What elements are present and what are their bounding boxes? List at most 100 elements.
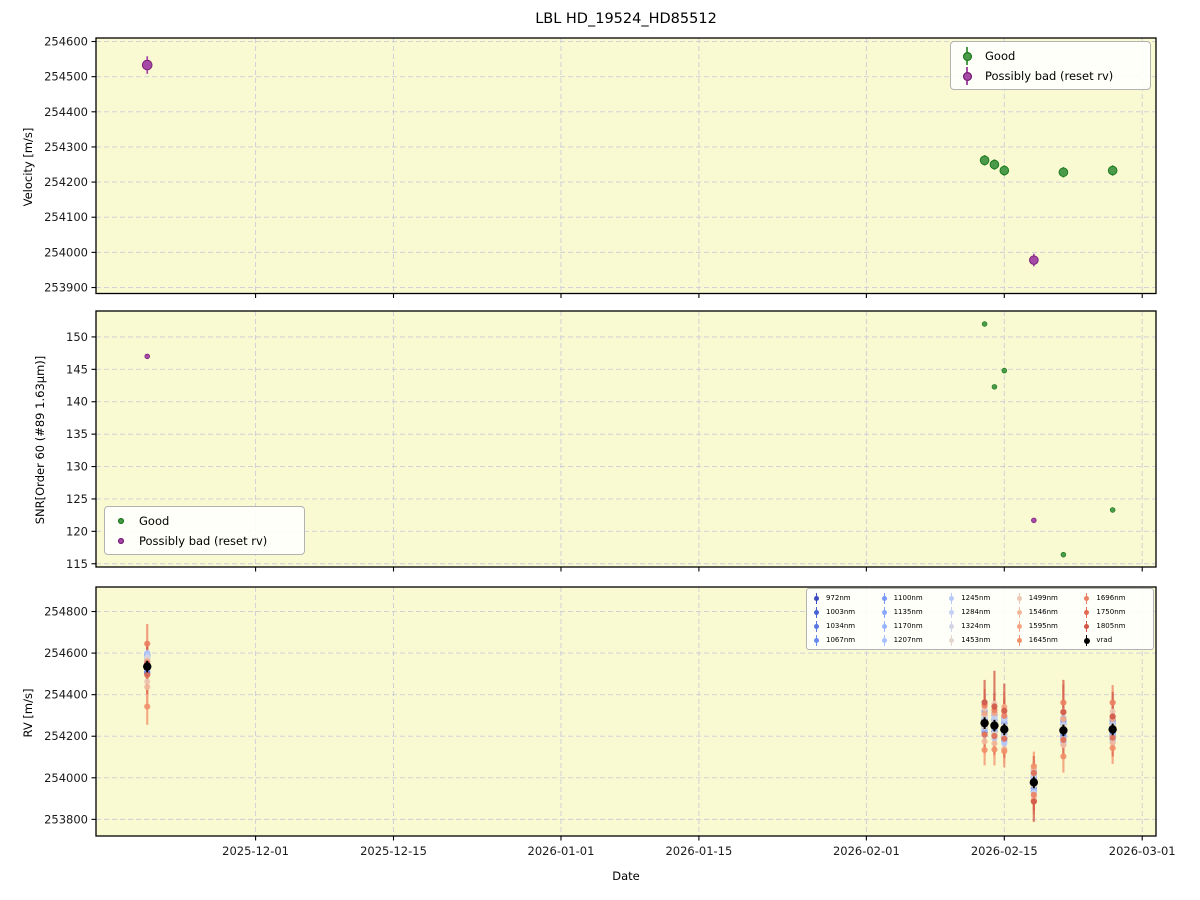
- wavelength-errorbar-icon: [881, 606, 888, 618]
- x-tick-label: 2025-12-15: [360, 844, 427, 858]
- velocity-legend: Good Possibly bad (reset rv): [950, 41, 1151, 90]
- snr-plot: 115 120 125 130 135 140 145 150: [66, 310, 1157, 572]
- vrad-point: [1000, 725, 1009, 734]
- legend-wavelength-label: 1750nm: [1096, 607, 1126, 616]
- rv-wavelength-point: [991, 740, 998, 747]
- velocity-point: [1058, 167, 1069, 178]
- vrad-errorbar-icon: [1083, 634, 1090, 646]
- rv-wavelength-point: [1109, 744, 1116, 752]
- x-tick-label: 2026-02-01: [833, 844, 900, 858]
- snr-point: [144, 353, 150, 360]
- legend-item-1750nm: 1750nm: [1083, 605, 1147, 619]
- velocity-point: [999, 165, 1010, 176]
- bad-errorbar-icon: [961, 66, 973, 86]
- legend-item-1034nm: 1034nm: [813, 619, 877, 633]
- rv-wavelength-point: [144, 640, 151, 647]
- rv-wavelength-point: [1030, 763, 1037, 770]
- wavelength-errorbar-icon: [813, 634, 820, 646]
- rv-wavelength-point: [1030, 798, 1037, 805]
- rv-wavelength-point: [981, 731, 988, 738]
- wavelength-errorbar-icon: [881, 620, 888, 632]
- rv-wavelength-point: [1001, 735, 1008, 742]
- y-tick-label: 135: [66, 427, 88, 441]
- legend-wavelength-label: 1067nm: [826, 635, 856, 644]
- rv-wavelength-point: [1109, 708, 1116, 715]
- y-tick-label: 254000: [44, 771, 88, 785]
- legend-item-972nm: 972nm: [813, 591, 877, 605]
- rv-wavelength-point: [981, 699, 988, 706]
- x-tick-label: 2026-03-01: [1109, 844, 1176, 858]
- legend-item-1067nm: 1067nm: [813, 633, 877, 647]
- wavelength-errorbar-icon: [881, 634, 888, 646]
- snr-point: [981, 321, 988, 327]
- wavelength-errorbar-icon: [881, 592, 888, 604]
- wavelength-errorbar-icon: [1016, 634, 1023, 646]
- wavelength-errorbar-icon: [813, 606, 820, 618]
- velocity-point: [1029, 255, 1039, 265]
- rv-wavelength-point: [1001, 740, 1008, 747]
- legend-bad-label: Possibly bad (reset rv): [985, 69, 1114, 83]
- legend-item-1499nm: 1499nm: [1016, 591, 1080, 605]
- velocity-point: [979, 155, 990, 166]
- vrad-point: [980, 718, 989, 728]
- y-tick-label: 115: [66, 557, 88, 571]
- y-tick-label: 150: [66, 330, 88, 344]
- snr-legend: Good Possibly bad (reset rv): [104, 506, 305, 555]
- rv-wavelength-point: [981, 738, 988, 745]
- wavelength-errorbar-icon: [813, 620, 820, 632]
- velocity-data-points: [141, 56, 1118, 267]
- wavelength-errorbar-icon: [1083, 620, 1090, 632]
- vrad-point: [143, 662, 152, 671]
- legend-wavelength-label: 1595nm: [1028, 621, 1058, 630]
- rv-wavelength-point: [1060, 699, 1067, 706]
- wavelength-errorbar-icon: [1016, 620, 1023, 632]
- x-tick-label: 2026-01-01: [528, 844, 595, 858]
- rv-wavelength-point: [144, 683, 151, 691]
- wavelength-errorbar-icon: [1016, 606, 1023, 618]
- legend-item-1645nm: 1645nm: [1016, 633, 1080, 647]
- legend-bad-label: Possibly bad (reset rv): [139, 534, 268, 548]
- snr-point: [1031, 517, 1037, 524]
- wavelength-errorbar-icon: [1016, 592, 1023, 604]
- rv-wavelength-point: [1030, 791, 1037, 798]
- rv-plot-border: [95, 586, 1157, 837]
- legend-wavelength-label: 1284nm: [961, 607, 991, 616]
- y-tick-label: 254600: [44, 646, 88, 660]
- velocity-plot-border: [95, 37, 1157, 295]
- legend-wavelength-label: 1170nm: [893, 621, 923, 630]
- legend-item-1003nm: 1003nm: [813, 605, 877, 619]
- legend-wavelength-label: 1546nm: [1028, 607, 1058, 616]
- legend-item-1245nm: 1245nm: [948, 591, 1012, 605]
- vrad-point: [1059, 726, 1068, 735]
- velocity-point: [1107, 165, 1118, 176]
- wavelength-errorbar-icon: [948, 592, 955, 604]
- velocity-axis-label: Velocity [m/s]: [21, 127, 35, 207]
- y-tick-label: 254800: [44, 605, 88, 619]
- vrad-point: [1029, 778, 1039, 787]
- legend-good-label: Good: [139, 514, 170, 528]
- rv-wavelength-point: [1060, 753, 1067, 760]
- y-tick-label: 254200: [44, 175, 88, 189]
- snr-point: [1060, 551, 1067, 558]
- rv-wavelength-point: [991, 703, 998, 710]
- y-tick-label: 254300: [44, 140, 88, 154]
- wavelength-errorbar-icon: [948, 634, 955, 646]
- legend-item-1453nm: 1453nm: [948, 633, 1012, 647]
- legend-item-1135nm: 1135nm: [881, 605, 945, 619]
- rv-wavelength-point: [1109, 734, 1116, 741]
- legend-item-possibly-bad: Possibly bad (reset rv): [115, 531, 294, 551]
- legend-wavelength-label: 1207nm: [893, 635, 923, 644]
- legend-item-1595nm: 1595nm: [1016, 619, 1080, 633]
- legend-item-vrad: vrad: [1083, 633, 1147, 647]
- figure-title: LBL HD_19524_HD85512: [535, 11, 717, 27]
- y-tick-label: 130: [66, 460, 88, 474]
- y-tick-label: 145: [66, 362, 88, 376]
- rv-wavelength-point: [981, 746, 988, 754]
- snr-point: [991, 384, 998, 390]
- legend-item-1805nm: 1805nm: [1083, 619, 1147, 633]
- legend-wavelength-label: 1499nm: [1028, 593, 1058, 602]
- rv-wavelength-point: [1109, 699, 1116, 706]
- rv-wavelength-point: [1001, 712, 1008, 719]
